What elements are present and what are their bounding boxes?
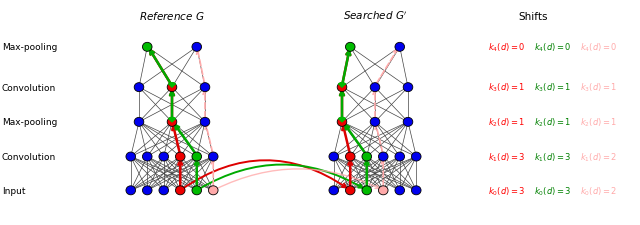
- Circle shape: [403, 83, 413, 92]
- Wedge shape: [168, 118, 175, 122]
- Wedge shape: [168, 83, 175, 88]
- FancyArrowPatch shape: [216, 169, 380, 189]
- Circle shape: [395, 152, 404, 161]
- Circle shape: [346, 152, 355, 161]
- Circle shape: [175, 152, 185, 161]
- Text: $k_3(d) = 1$: $k_3(d) = 1$: [488, 81, 525, 94]
- Circle shape: [159, 152, 168, 161]
- Text: Searched $G'$: Searched $G'$: [342, 9, 408, 21]
- FancyArrowPatch shape: [182, 160, 346, 189]
- Circle shape: [167, 118, 177, 127]
- Circle shape: [209, 152, 218, 161]
- Text: $k_2(d) = 1$: $k_2(d) = 1$: [580, 116, 618, 128]
- Circle shape: [412, 186, 421, 195]
- Text: Max-pooling: Max-pooling: [2, 118, 58, 127]
- Circle shape: [134, 118, 144, 127]
- Circle shape: [143, 186, 152, 195]
- Text: $k_1(d) = 2$: $k_1(d) = 2$: [580, 151, 618, 163]
- Circle shape: [200, 83, 210, 92]
- Text: Shifts: Shifts: [518, 11, 548, 21]
- Text: $k_2(d) = 1$: $k_2(d) = 1$: [488, 116, 525, 128]
- Circle shape: [209, 186, 218, 195]
- Text: $k_4(d) = 0$: $k_4(d) = 0$: [580, 41, 618, 54]
- Circle shape: [370, 83, 380, 92]
- Circle shape: [370, 118, 380, 127]
- Circle shape: [362, 152, 372, 161]
- Circle shape: [395, 43, 404, 52]
- Circle shape: [395, 186, 404, 195]
- Circle shape: [362, 186, 372, 195]
- Circle shape: [403, 118, 413, 127]
- Circle shape: [192, 43, 202, 52]
- Circle shape: [159, 186, 168, 195]
- Circle shape: [200, 118, 210, 127]
- Wedge shape: [339, 83, 346, 88]
- Circle shape: [329, 152, 339, 161]
- Text: $k_1(d) = 3$: $k_1(d) = 3$: [534, 151, 572, 163]
- Text: $k_4(d) = 0$: $k_4(d) = 0$: [534, 41, 572, 54]
- Circle shape: [192, 152, 202, 161]
- Text: $k_4(d) = 0$: $k_4(d) = 0$: [488, 41, 525, 54]
- Circle shape: [378, 152, 388, 161]
- Circle shape: [346, 43, 355, 52]
- Text: $k_0(d) = 3$: $k_0(d) = 3$: [534, 184, 572, 197]
- Circle shape: [337, 118, 347, 127]
- Circle shape: [126, 186, 136, 195]
- Circle shape: [192, 186, 202, 195]
- Text: $k_3(d) = 1$: $k_3(d) = 1$: [580, 81, 618, 94]
- Wedge shape: [339, 118, 346, 122]
- Text: $k_0(d) = 2$: $k_0(d) = 2$: [580, 184, 618, 197]
- Text: Convolution: Convolution: [2, 152, 56, 161]
- Text: Input: Input: [2, 186, 26, 195]
- Circle shape: [126, 152, 136, 161]
- Text: $k_1(d) = 3$: $k_1(d) = 3$: [488, 151, 525, 163]
- Text: $k_2(d) = 1$: $k_2(d) = 1$: [534, 116, 572, 128]
- Circle shape: [378, 186, 388, 195]
- Text: Convolution: Convolution: [2, 83, 56, 92]
- Text: Reference $G$: Reference $G$: [139, 9, 205, 21]
- FancyArrowPatch shape: [199, 165, 362, 189]
- Circle shape: [412, 152, 421, 161]
- Circle shape: [337, 83, 347, 92]
- Circle shape: [167, 83, 177, 92]
- Circle shape: [329, 186, 339, 195]
- Circle shape: [346, 186, 355, 195]
- Text: $k_3(d) = 1$: $k_3(d) = 1$: [534, 81, 572, 94]
- Text: Max-pooling: Max-pooling: [2, 43, 58, 52]
- Circle shape: [143, 152, 152, 161]
- Text: $k_0(d) = 3$: $k_0(d) = 3$: [488, 184, 525, 197]
- Circle shape: [143, 43, 152, 52]
- Circle shape: [175, 186, 185, 195]
- Circle shape: [134, 83, 144, 92]
